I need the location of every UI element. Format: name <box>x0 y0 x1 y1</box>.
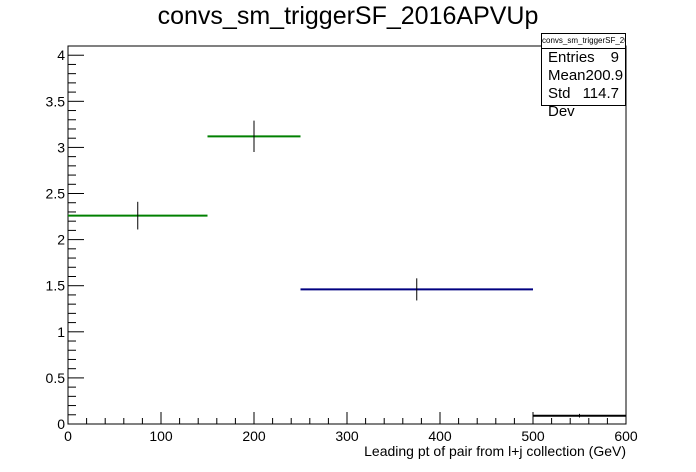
stats-label: Entries <box>548 49 595 66</box>
x-tick-label: 100 <box>149 428 173 444</box>
y-tick-label: 3.5 <box>46 93 66 109</box>
stats-label: Std Dev <box>548 85 575 120</box>
x-tick-label: 500 <box>521 428 545 444</box>
stats-title: convs_sm_triggerSF_2016APVUp <box>542 34 625 49</box>
stats-label: Mean <box>548 67 586 84</box>
x-tick-label: 300 <box>335 428 359 444</box>
y-tick-label: 1 <box>57 324 65 340</box>
x-tick-label: 600 <box>614 428 638 444</box>
stats-row-mean: Mean 200.9 <box>542 67 625 85</box>
stats-row-entries: Entries 9 <box>542 49 625 67</box>
y-tick-label: 1.5 <box>46 278 66 294</box>
x-tick-label: 200 <box>242 428 266 444</box>
x-tick-label: 0 <box>64 428 72 444</box>
stats-value: 114.7 <box>582 85 619 102</box>
chart-title: convs_sm_triggerSF_2016APVUp <box>157 2 539 30</box>
y-tick-label: 4 <box>57 47 65 63</box>
y-tick-label: 3 <box>57 139 65 155</box>
y-tick-label: 2 <box>57 232 65 248</box>
x-tick-label: 400 <box>428 428 452 444</box>
stats-value: 200.9 <box>585 67 624 84</box>
stats-row-stddev: Std Dev 114.7 <box>542 85 625 120</box>
stats-value: 9 <box>610 49 619 66</box>
y-tick-label: 2.5 <box>46 186 66 202</box>
y-tick-label: 0.5 <box>46 370 66 386</box>
x-axis-label: Leading pt of pair from l+j collection (… <box>364 443 626 459</box>
y-tick-label: 0 <box>57 416 65 432</box>
stats-box: convs_sm_triggerSF_2016APVUp Entries 9 M… <box>541 33 626 120</box>
